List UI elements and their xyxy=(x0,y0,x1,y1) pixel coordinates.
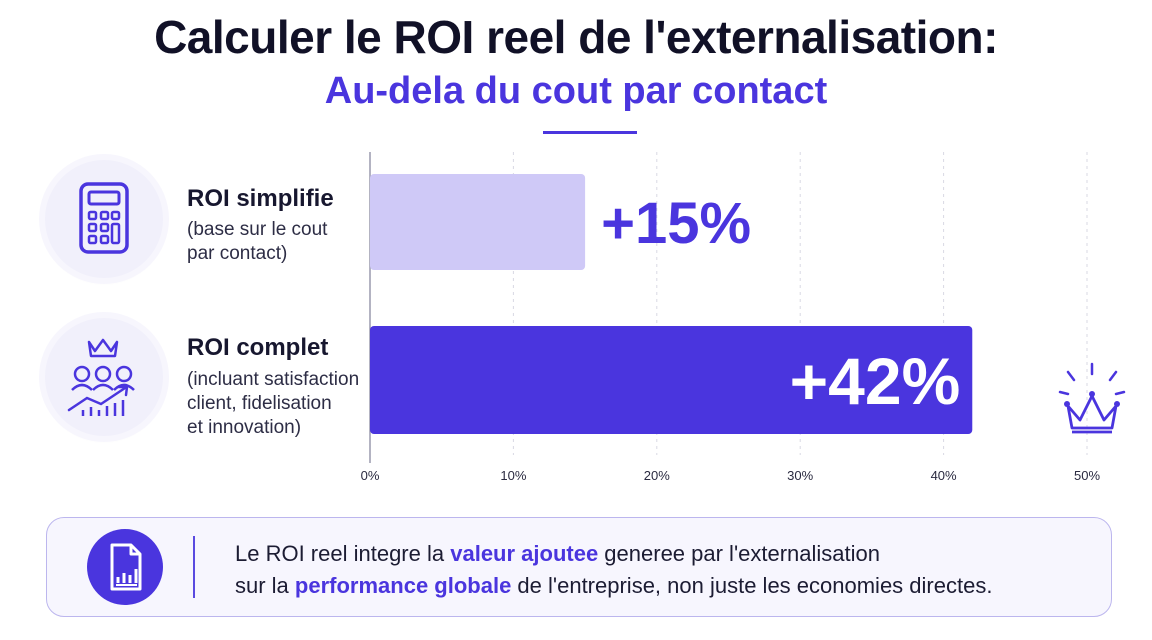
row-desc-line: par contact) xyxy=(187,243,288,264)
row-desc-line: (incluant satisfaction xyxy=(187,369,360,390)
row-desc-line: et innovation) xyxy=(187,417,302,438)
report-chart-icon-badge xyxy=(87,529,163,605)
row-desc-complet: (incluant satisfaction client, fidelisat… xyxy=(187,368,362,440)
callout-text-segment: Le ROI reel integre la xyxy=(235,541,451,566)
bar-value-label: +42% xyxy=(790,344,961,418)
bar-value-label: +15% xyxy=(601,191,751,256)
page-title: Calculer le ROI reel de l'externalisatio… xyxy=(154,11,998,63)
calculator-icon-badge xyxy=(45,160,163,278)
x-tick-label: 20% xyxy=(644,468,670,483)
team-growth-crown-icon xyxy=(67,338,135,416)
bar-1 xyxy=(370,174,586,270)
row-desc-line: (base sur le cout xyxy=(187,219,328,240)
title-underline xyxy=(543,131,637,134)
callout-text-segment: sur la xyxy=(235,573,295,598)
callout-divider xyxy=(193,536,195,598)
callout-text: Le ROI reel integre la valeur ajoutee ge… xyxy=(235,538,1095,602)
callout-highlight: valeur ajoutee xyxy=(450,541,599,566)
crown-sparkle-icon xyxy=(1058,362,1126,434)
row-label-complet: ROI complet xyxy=(187,334,329,361)
callout-text-segment: de l'entreprise, non juste les economies… xyxy=(511,573,993,598)
bar-2 xyxy=(370,326,973,434)
report-chart-icon xyxy=(110,543,142,591)
callout-text-segment: generee par l'externalisation xyxy=(598,541,881,566)
roi-bar-chart: 0% 10% 20% 30% 40% 50% +15% +42% xyxy=(361,152,1100,483)
team-growth-icon-badge xyxy=(45,318,163,436)
page-subtitle: Au-dela du cout par contact xyxy=(324,70,828,112)
row-label-simplifie: ROI simplifie xyxy=(187,185,334,212)
calculator-icon xyxy=(79,182,129,254)
callout-highlight: performance globale xyxy=(294,573,512,598)
callout-line-1: Le ROI reel integre la valeur ajoutee ge… xyxy=(235,538,1095,570)
x-tick-label: 0% xyxy=(361,468,380,483)
row-desc-simplifie: (base sur le cout par contact) xyxy=(187,218,362,266)
x-tick-label: 10% xyxy=(500,468,526,483)
x-tick-label: 30% xyxy=(787,468,813,483)
key-takeaway-callout: Le ROI reel integre la valeur ajoutee ge… xyxy=(46,517,1112,617)
x-tick-label: 40% xyxy=(931,468,957,483)
callout-line-2: sur la performance globale de l'entrepri… xyxy=(235,570,1095,602)
x-tick-label: 50% xyxy=(1074,468,1100,483)
row-desc-line: client, fidelisation xyxy=(187,393,332,414)
